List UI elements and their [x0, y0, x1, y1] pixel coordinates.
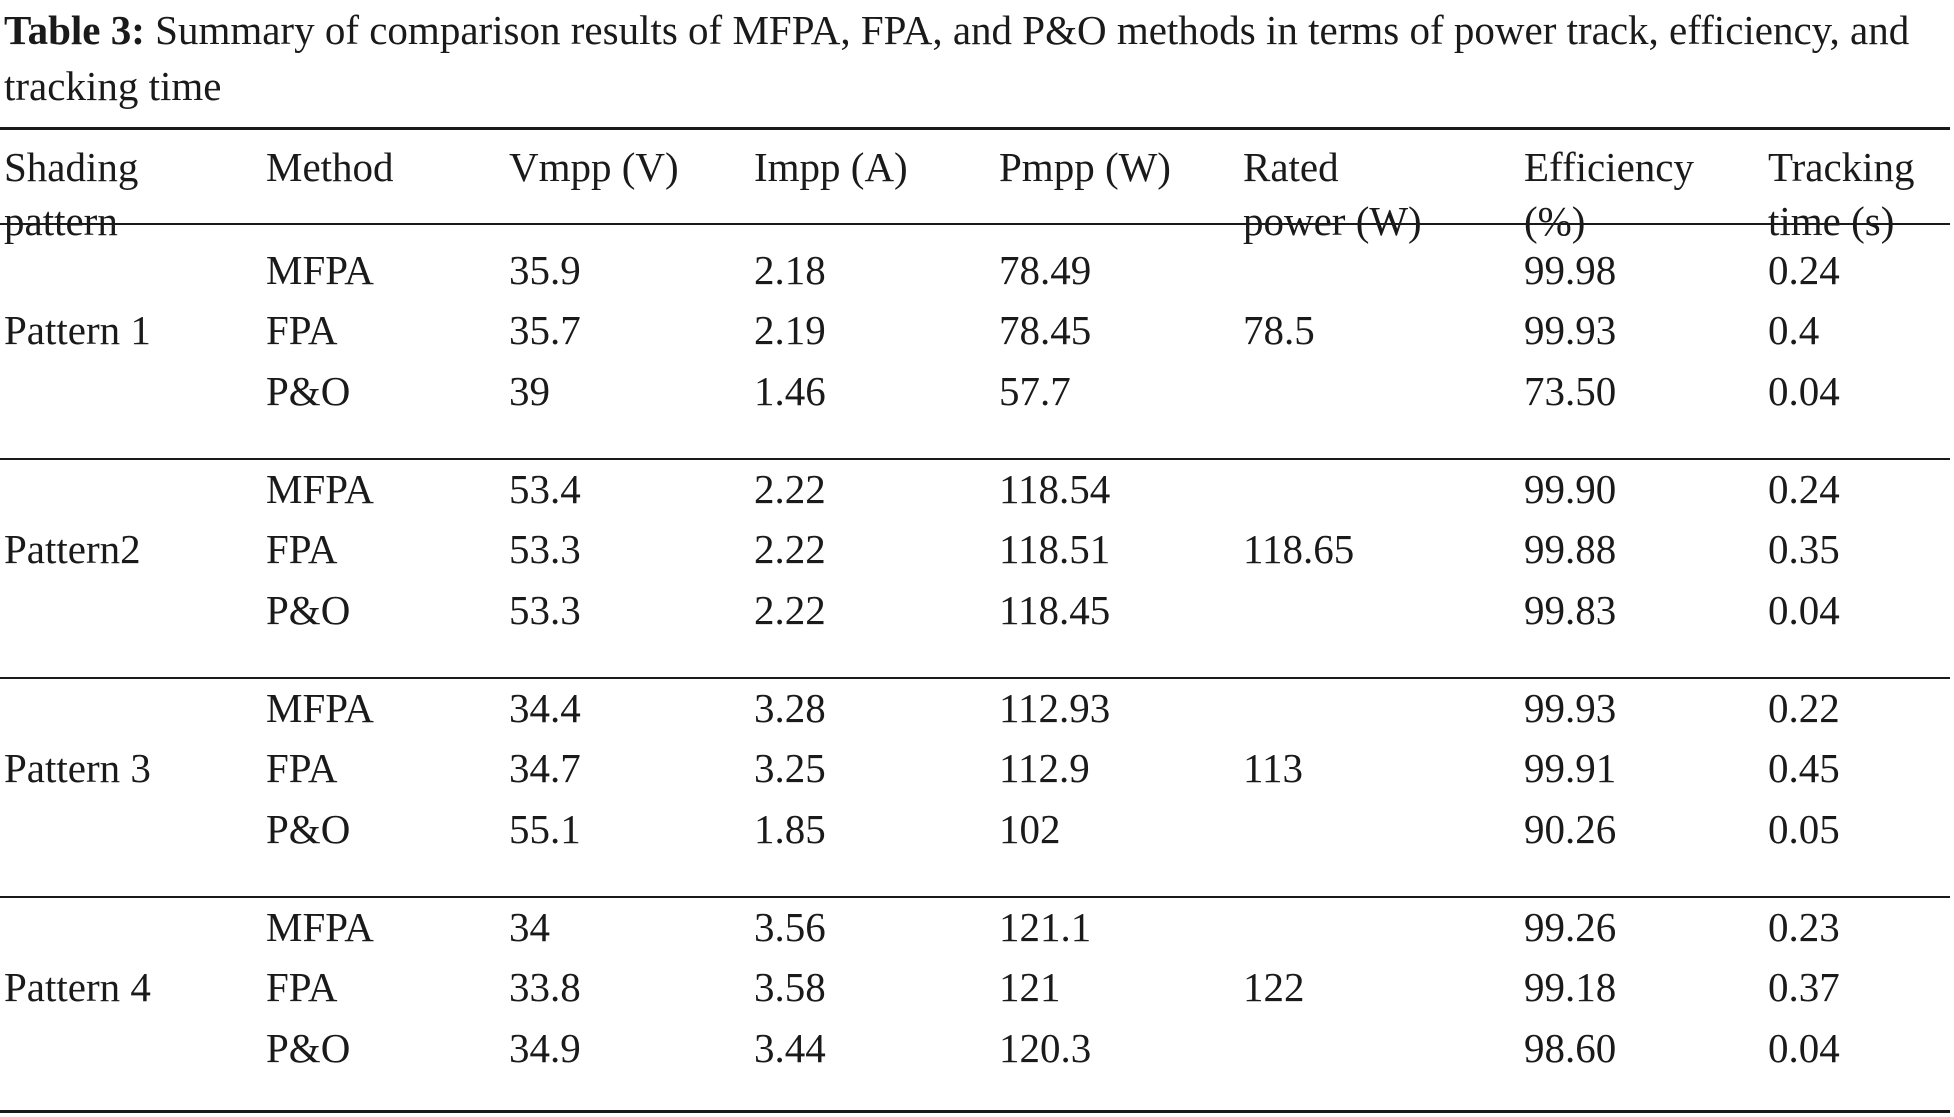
header-rule: [0, 223, 1950, 225]
time-cell: 0.24: [1768, 466, 1840, 512]
pmpp-cell: 118.54: [999, 466, 1111, 512]
header-pmpp: Pmpp (W): [999, 144, 1171, 190]
method-cell: MFPA: [266, 685, 374, 731]
efficiency-cell: 99.90: [1524, 466, 1617, 512]
rated-power-cell: 78.5: [1243, 307, 1315, 353]
header-vmpp: Vmpp (V): [509, 144, 679, 190]
pmpp-cell: 78.49: [999, 247, 1092, 293]
impp-cell: 3.44: [754, 1025, 826, 1071]
efficiency-cell: 99.91: [1524, 745, 1617, 791]
method-cell: FPA: [266, 964, 338, 1010]
efficiency-cell: 99.98: [1524, 247, 1617, 293]
pmpp-cell: 57.7: [999, 368, 1071, 414]
pmpp-cell: 112.9: [999, 745, 1090, 791]
group-separator: [0, 458, 1950, 460]
header-rated-power: Rated power (W): [1243, 144, 1422, 244]
method-cell: P&O: [266, 806, 351, 852]
top-rule: [0, 127, 1950, 130]
pmpp-cell: 112.93: [999, 685, 1111, 731]
efficiency-cell: 73.50: [1524, 368, 1617, 414]
time-cell: 0.04: [1768, 368, 1840, 414]
header-shading-pattern: Shading pattern: [4, 144, 139, 244]
efficiency-cell: 99.93: [1524, 685, 1617, 731]
pmpp-cell: 78.45: [999, 307, 1092, 353]
rated-power-cell: 113: [1243, 745, 1303, 791]
vmpp-cell: 33.8: [509, 964, 581, 1010]
vmpp-cell: 35.7: [509, 307, 581, 353]
method-cell: MFPA: [266, 466, 374, 512]
vmpp-cell: 34.7: [509, 745, 581, 791]
impp-cell: 3.28: [754, 685, 826, 731]
vmpp-cell: 55.1: [509, 806, 581, 852]
vmpp-cell: 53.3: [509, 587, 581, 633]
group-separator: [0, 677, 1950, 679]
impp-cell: 2.19: [754, 307, 826, 353]
shading-pattern-cell: Pattern 1: [4, 307, 151, 353]
rated-power-cell: 122: [1243, 964, 1305, 1010]
table-caption: Table 3: Summary of comparison results o…: [4, 2, 1944, 114]
impp-cell: 3.58: [754, 964, 826, 1010]
efficiency-cell: 99.93: [1524, 307, 1617, 353]
efficiency-cell: 90.26: [1524, 806, 1617, 852]
pmpp-cell: 102: [999, 806, 1061, 852]
table-caption-text: Summary of comparison results of MFPA, F…: [4, 7, 1910, 109]
impp-cell: 2.22: [754, 466, 826, 512]
shading-pattern-cell: Pattern2: [4, 526, 141, 572]
efficiency-cell: 99.88: [1524, 526, 1617, 572]
pmpp-cell: 121.1: [999, 904, 1092, 950]
vmpp-cell: 34: [509, 904, 550, 950]
rated-power-cell: 118.65: [1243, 526, 1355, 572]
header-efficiency: Efficiency (%): [1524, 144, 1694, 244]
impp-cell: 1.46: [754, 368, 826, 414]
impp-cell: 2.22: [754, 587, 826, 633]
pmpp-cell: 118.45: [999, 587, 1111, 633]
method-cell: MFPA: [266, 247, 374, 293]
time-cell: 0.05: [1768, 806, 1840, 852]
method-cell: FPA: [266, 307, 338, 353]
time-cell: 0.04: [1768, 587, 1840, 633]
vmpp-cell: 39: [509, 368, 550, 414]
time-cell: 0.4: [1768, 307, 1820, 353]
vmpp-cell: 53.3: [509, 526, 581, 572]
impp-cell: 3.56: [754, 904, 826, 950]
shading-pattern-cell: Pattern 4: [4, 964, 151, 1010]
time-cell: 0.35: [1768, 526, 1840, 572]
header-impp: Impp (A): [754, 144, 908, 190]
shading-pattern-cell: Pattern 3: [4, 745, 151, 791]
method-cell: MFPA: [266, 904, 374, 950]
vmpp-cell: 35.9: [509, 247, 581, 293]
efficiency-cell: 99.26: [1524, 904, 1617, 950]
time-cell: 0.04: [1768, 1025, 1840, 1071]
impp-cell: 2.22: [754, 526, 826, 572]
pmpp-cell: 121: [999, 964, 1061, 1010]
method-cell: P&O: [266, 587, 351, 633]
efficiency-cell: 99.83: [1524, 587, 1617, 633]
method-cell: FPA: [266, 745, 338, 791]
time-cell: 0.23: [1768, 904, 1840, 950]
efficiency-cell: 99.18: [1524, 964, 1617, 1010]
impp-cell: 3.25: [754, 745, 826, 791]
header-tracking-time: Tracking time (s): [1768, 144, 1915, 244]
impp-cell: 2.18: [754, 247, 826, 293]
method-cell: P&O: [266, 368, 351, 414]
header-method: Method: [266, 144, 394, 190]
time-cell: 0.45: [1768, 745, 1840, 791]
vmpp-cell: 53.4: [509, 466, 581, 512]
time-cell: 0.24: [1768, 247, 1840, 293]
pmpp-cell: 120.3: [999, 1025, 1092, 1071]
method-cell: FPA: [266, 526, 338, 572]
bottom-rule: [0, 1110, 1950, 1113]
time-cell: 0.37: [1768, 964, 1840, 1010]
time-cell: 0.22: [1768, 685, 1840, 731]
group-separator: [0, 896, 1950, 898]
vmpp-cell: 34.9: [509, 1025, 581, 1071]
method-cell: P&O: [266, 1025, 351, 1071]
vmpp-cell: 34.4: [509, 685, 581, 731]
impp-cell: 1.85: [754, 806, 826, 852]
table-label: Table 3:: [4, 7, 145, 53]
efficiency-cell: 98.60: [1524, 1025, 1617, 1071]
pmpp-cell: 118.51: [999, 526, 1111, 572]
